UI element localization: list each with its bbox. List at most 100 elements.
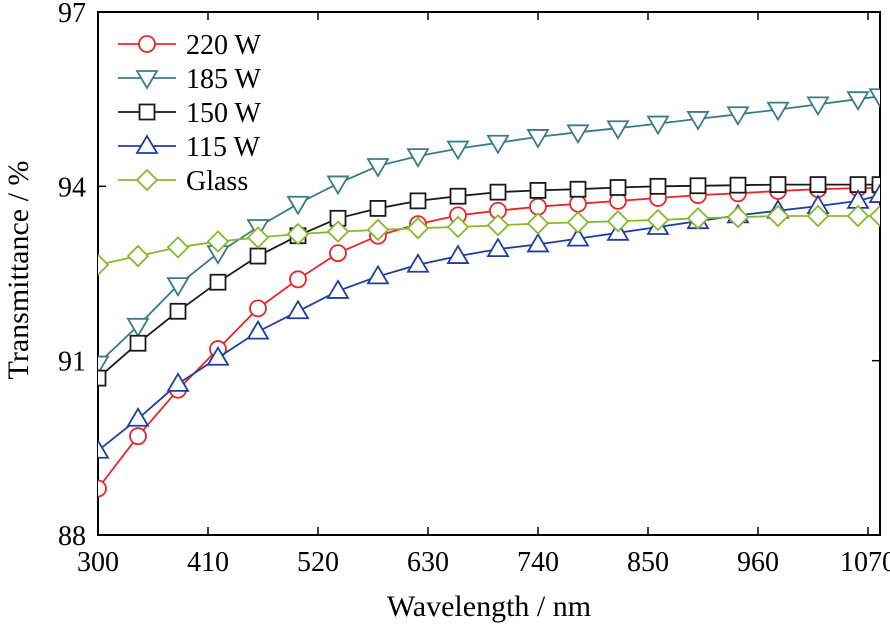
- data-point: [446, 244, 470, 264]
- data-point: [406, 148, 430, 168]
- data-point: [98, 438, 110, 459]
- y-axis-title: Transmittance / %: [2, 161, 35, 380]
- data-point: [486, 237, 510, 257]
- legend-label: 150 W: [186, 98, 261, 129]
- data-point: [806, 204, 830, 228]
- data-point: [169, 302, 187, 320]
- data-point: [526, 129, 550, 149]
- data-point: [98, 369, 107, 387]
- data-point: [98, 253, 110, 277]
- x-tick-label: 300: [77, 547, 119, 578]
- legend-item: 220 W: [118, 30, 261, 61]
- data-point: [486, 134, 510, 155]
- data-point: [646, 115, 670, 136]
- data-point: [868, 183, 880, 203]
- data-point: [326, 220, 350, 243]
- data-point: [246, 319, 270, 340]
- legend-item: 150 W: [118, 98, 261, 129]
- series-150-w: [98, 176, 880, 387]
- x-tick-label: 630: [407, 547, 449, 578]
- data-point: [406, 253, 430, 273]
- data-point: [166, 372, 190, 392]
- data-point: [286, 299, 310, 320]
- x-tick-label: 520: [297, 547, 339, 578]
- data-point: [726, 205, 750, 229]
- data-point: [526, 232, 550, 253]
- x-tick-label: 1070: [840, 547, 890, 578]
- data-point: [369, 200, 387, 217]
- legend-marker: [135, 134, 159, 154]
- data-point: [289, 270, 307, 289]
- data-point: [726, 106, 750, 127]
- x-tick-label: 850: [627, 547, 669, 578]
- data-point: [486, 213, 510, 237]
- legend-marker: [138, 35, 156, 53]
- data-point: [446, 215, 470, 239]
- data-point: [766, 101, 790, 122]
- data-point: [686, 207, 710, 230]
- data-point: [529, 182, 547, 199]
- data-point: [326, 175, 350, 196]
- legend-label: Glass: [186, 166, 248, 197]
- legend-item: 185 W: [118, 64, 261, 95]
- data-point: [871, 176, 880, 193]
- data-point: [246, 226, 270, 249]
- data-point: [98, 355, 110, 376]
- data-point: [868, 204, 880, 228]
- legend-label: 220 W: [186, 30, 261, 61]
- series-185-w: [98, 88, 880, 376]
- data-point: [366, 218, 390, 242]
- data-point: [606, 209, 630, 233]
- data-point: [489, 183, 507, 201]
- data-point: [409, 192, 427, 210]
- data-point: [646, 208, 670, 232]
- data-point: [126, 244, 150, 268]
- data-point: [326, 279, 350, 299]
- x-tick-label: 740: [517, 547, 559, 578]
- data-point: [206, 345, 230, 366]
- data-point: [166, 236, 190, 259]
- data-point: [766, 204, 790, 228]
- data-point: [769, 176, 787, 193]
- data-point: [606, 120, 630, 140]
- legend-label: 185 W: [186, 64, 261, 95]
- y-tick-label: 97: [58, 0, 86, 29]
- series-glass: [98, 204, 880, 277]
- y-tick-label: 91: [58, 347, 86, 378]
- data-point: [809, 176, 827, 193]
- data-point: [868, 88, 880, 109]
- data-point: [689, 177, 707, 195]
- axis-ticks: 300 410 520 630 740 850 960 1070 88 91 94 97: [58, 0, 890, 578]
- data-point: [206, 230, 230, 253]
- data-point: [649, 177, 667, 195]
- data-point: [686, 111, 710, 131]
- x-axis-title: Wavelength / nm: [387, 590, 591, 623]
- data-point: [366, 264, 390, 285]
- data-point: [126, 317, 150, 338]
- data-point: [209, 273, 227, 291]
- data-point: [526, 212, 550, 235]
- data-point: [249, 299, 267, 318]
- legend-item: Glass: [118, 166, 248, 197]
- y-tick-label: 94: [58, 172, 86, 203]
- data-point: [566, 211, 590, 234]
- data-point: [806, 96, 830, 117]
- data-point: [566, 226, 590, 247]
- series-220-w: [98, 179, 880, 498]
- data-point: [406, 216, 430, 240]
- legend-marker: [135, 168, 159, 192]
- legend-label: 115 W: [186, 132, 260, 163]
- data-point: [846, 204, 870, 228]
- data-point: [98, 479, 107, 498]
- data-point: [329, 244, 347, 263]
- data-point: [286, 222, 310, 246]
- data-point: [129, 427, 147, 446]
- legend-marker: [135, 70, 159, 90]
- data-point: [569, 194, 587, 213]
- data-point: [249, 247, 267, 265]
- data-point: [729, 176, 747, 194]
- data-point: [129, 334, 147, 352]
- y-tick-label: 88: [58, 521, 86, 552]
- data-point: [449, 187, 467, 205]
